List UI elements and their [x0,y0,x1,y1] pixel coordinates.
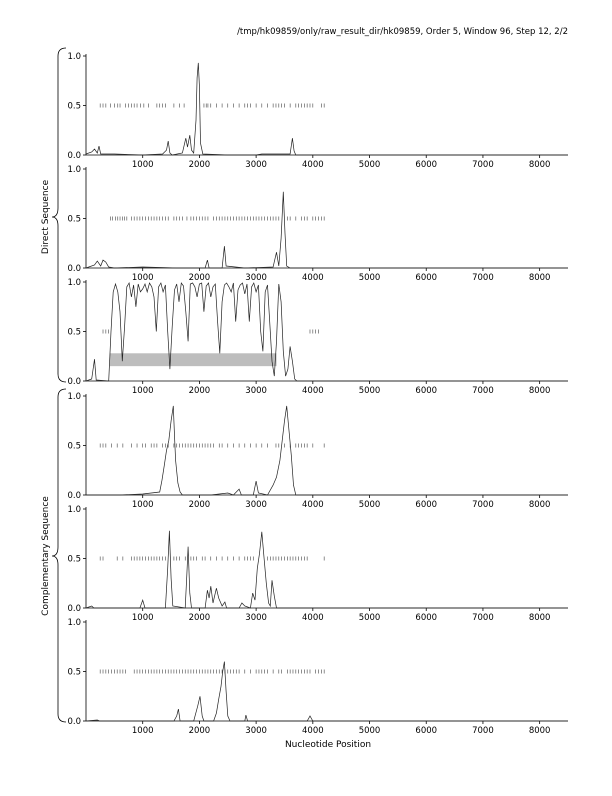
x-tick-label: 2000 [189,500,211,510]
x-tick-label: 2000 [189,386,211,396]
panel-1: 0.0 0.5 1.0 1000 2000 3000 4000 5000 6000 7000 800… [67,52,568,170]
y-tick-label: 0.0 [67,264,81,274]
series-line [85,530,568,609]
x-tick-label: 2000 [189,160,211,170]
panel-2: 0.0 0.5 1.0 1000 2000 3000 4000 5000 6000 7000 800… [67,165,568,283]
x-tick-label: 5000 [359,613,381,623]
panel-4: 0.0 0.5 1.0 1000 2000 3000 4000 5000 6000 7000 800… [67,392,568,510]
x-tick-label: 7000 [472,613,494,623]
panels-group: 0.0 0.5 1.0 1000 2000 3000 4000 5000 6000 7000 800… [67,52,568,736]
series-line [85,62,568,156]
x-tick-label: 4000 [302,273,324,283]
series-line [86,405,568,496]
x-tick-label: 8000 [529,160,551,170]
x-tick-label: 3000 [245,386,267,396]
x-tick-label: 7000 [472,500,494,510]
x-tick-label: 7000 [472,386,494,396]
x-tick-label: 5000 [359,726,381,736]
x-tick-label: 4000 [302,726,324,736]
x-tick-label: 5000 [359,273,381,283]
x-tick-label: 1000 [132,613,154,623]
y-tick-label: 1.0 [67,392,81,402]
chart-header-title: /tmp/hk09859/only/raw_result_dir/hk09859… [237,27,568,37]
direct-bracket [51,47,67,383]
y-tick-label: 0.0 [67,491,81,501]
x-tick-label: 3000 [245,726,267,736]
x-tick-label: 8000 [529,273,551,283]
x-tick-label: 6000 [415,726,437,736]
series-line [85,661,568,722]
x-tick-label: 3000 [245,273,267,283]
x-tick-label: 6000 [415,500,437,510]
y-tick-label: 0.0 [67,377,81,387]
x-tick-label: 8000 [529,726,551,736]
complementary-bracket [51,388,67,723]
x-tick-label: 4000 [302,386,324,396]
x-tick-label: 6000 [415,160,437,170]
y-tick-label: 0.5 [67,668,81,678]
x-tick-label: 6000 [415,273,437,283]
y-tick-label: 0.5 [67,215,81,225]
shaded-region [109,353,277,367]
x-tick-label: 6000 [415,613,437,623]
y-tick-label: 1.0 [67,618,81,628]
x-tick-label: 1000 [132,160,154,170]
y-tick-label: 0.0 [67,604,81,614]
x-tick-label: 4000 [302,160,324,170]
x-tick-label: 4000 [302,613,324,623]
x-tick-label: 5000 [359,386,381,396]
x-tick-label: 3000 [245,500,267,510]
x-tick-label: 7000 [472,273,494,283]
panel-6: 0.0 0.5 1.0 1000 2000 3000 4000 5000 6000 7000 800… [67,618,568,736]
x-tick-label: 5000 [359,500,381,510]
complementary-sequence-label: Complementary Sequence [41,496,51,616]
x-tick-label: 7000 [472,160,494,170]
y-tick-label: 1.0 [67,52,81,62]
x-tick-label: 1000 [132,500,154,510]
y-tick-label: 1.0 [67,505,81,515]
y-tick-label: 1.0 [67,165,81,175]
y-tick-label: 0.5 [67,555,81,565]
x-tick-label: 2000 [189,726,211,736]
x-tick-label: 1000 [132,386,154,396]
series-line [85,281,568,382]
y-tick-label: 0.5 [67,442,81,452]
y-tick-label: 0.5 [67,102,81,112]
x-tick-label: 6000 [415,386,437,396]
y-tick-label: 0.0 [67,151,81,161]
x-axis-label: Nucleotide Position [285,740,371,750]
x-tick-label: 7000 [472,726,494,736]
direct-sequence-label: Direct Sequence [41,179,51,254]
x-tick-label: 4000 [302,500,324,510]
x-tick-label: 5000 [359,160,381,170]
series-line [85,191,568,269]
x-tick-label: 2000 [189,273,211,283]
x-tick-label: 8000 [529,386,551,396]
y-tick-label: 1.0 [67,278,81,288]
x-tick-label: 2000 [189,613,211,623]
x-tick-label: 8000 [529,613,551,623]
y-tick-label: 0.0 [67,717,81,727]
x-tick-label: 3000 [245,160,267,170]
x-tick-label: 3000 [245,613,267,623]
y-tick-label: 0.5 [67,328,81,338]
panel-5: 0.0 0.5 1.0 1000 2000 3000 4000 5000 6000 7000 800… [67,505,568,623]
x-tick-label: 8000 [529,500,551,510]
x-tick-label: 1000 [132,726,154,736]
x-tick-label: 1000 [132,273,154,283]
panel-3: 0.0 0.5 1.0 1000 2000 3000 4000 5000 6000 7000 800… [67,278,568,396]
